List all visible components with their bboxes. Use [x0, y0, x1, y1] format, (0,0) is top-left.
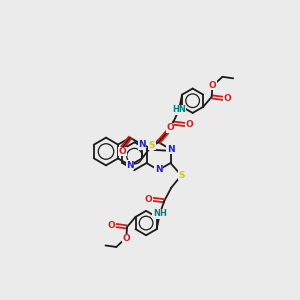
Text: O: O	[166, 123, 174, 132]
Text: N: N	[155, 166, 162, 175]
Text: N: N	[138, 140, 146, 149]
Text: N: N	[126, 161, 134, 170]
Text: N: N	[167, 145, 174, 154]
Text: NH: NH	[153, 209, 167, 218]
Text: O: O	[223, 94, 231, 103]
Text: O: O	[118, 147, 126, 156]
Text: HN: HN	[172, 105, 186, 114]
Text: S: S	[178, 171, 184, 180]
Text: O: O	[208, 81, 216, 90]
Text: O: O	[185, 120, 193, 129]
Text: O: O	[144, 195, 152, 204]
Text: S: S	[149, 141, 155, 150]
Text: O: O	[122, 234, 130, 243]
Text: O: O	[108, 221, 116, 230]
